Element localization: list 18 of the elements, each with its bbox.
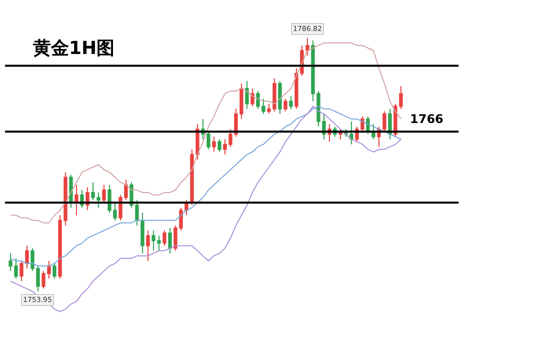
candlestick: [245, 80, 249, 110]
candlestick: [168, 227, 172, 254]
candlestick: [278, 80, 282, 114]
candlestick: [218, 138, 222, 152]
candlestick: [102, 184, 106, 204]
candlestick: [250, 88, 254, 107]
candlestick: [140, 212, 144, 254]
candlestick: [372, 124, 376, 140]
candlestick: [388, 108, 392, 140]
candlestick: [162, 230, 166, 246]
text: 1766: [410, 112, 444, 126]
chart-title: 黄金1H图: [32, 38, 115, 59]
candlestick: [212, 136, 216, 152]
candlestick: [284, 98, 288, 112]
candlestick: [74, 184, 78, 216]
candlestick: [52, 262, 56, 280]
candlestick: [146, 230, 150, 262]
candlestick: [289, 96, 293, 110]
